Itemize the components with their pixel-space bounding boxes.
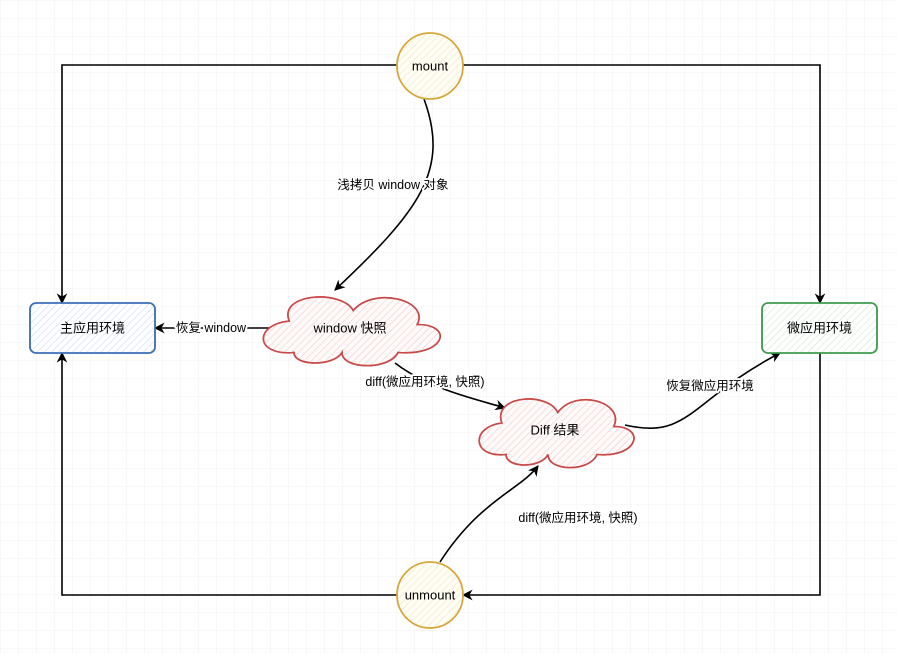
node-mount: mount [397,33,463,99]
edge-label: diff(微应用环境, 快照) [365,374,484,389]
node-label: Diff 结果 [531,423,580,438]
edge-label: 浅拷贝 window 对象 [337,177,448,192]
edge-label: 恢复 window [176,321,247,335]
edge-label: diff(微应用环境, 快照) [518,510,637,525]
node-label: 微应用环境 [787,321,852,336]
edge-label: 恢复微应用环境 [666,378,754,393]
node-label: 主应用环境 [60,321,125,336]
node-main_env: 主应用环境 [30,303,155,353]
flowchart-canvas: 浅拷贝 window 对象浅拷贝 window 对象恢复 window恢复 wi… [0,0,897,654]
node-label: unmount [405,588,456,603]
node-label: window 快照 [313,321,387,336]
node-micro_env: 微应用环境 [762,303,877,353]
node-unmount: unmount [397,562,463,628]
node-label: mount [412,59,449,74]
